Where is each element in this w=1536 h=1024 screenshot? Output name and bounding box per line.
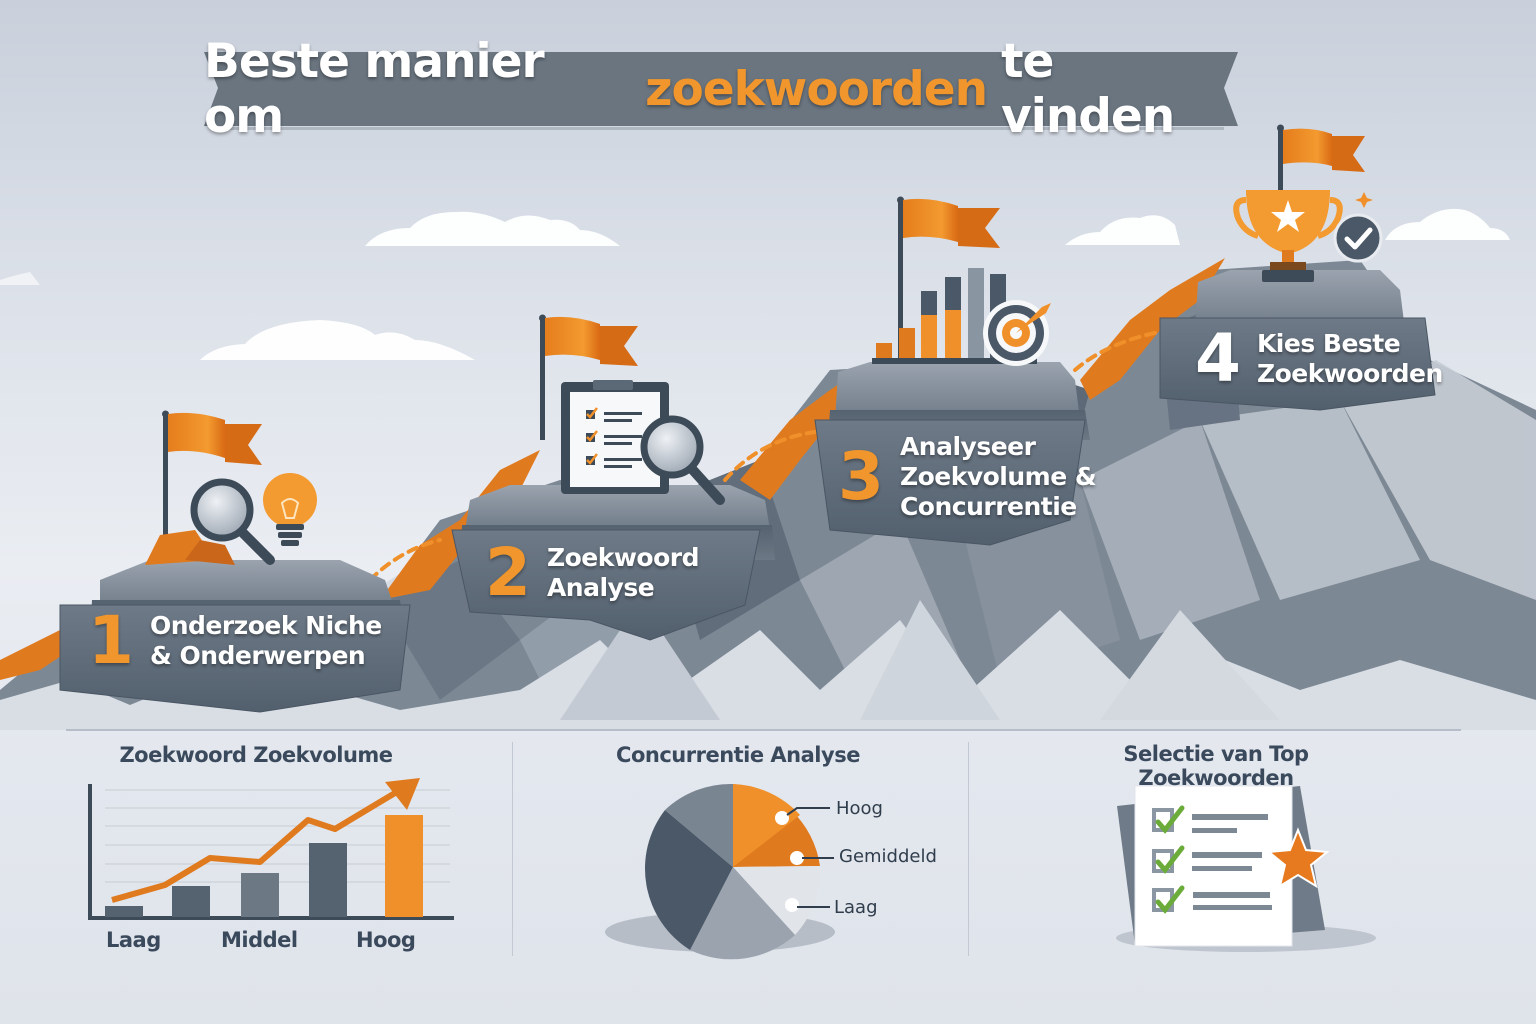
- pie-chart-graphic: [605, 783, 835, 960]
- title-prefix: Beste manier om: [204, 34, 545, 144]
- step1-rock: [59, 560, 411, 713]
- x-label-hoog: Hoog: [356, 928, 416, 952]
- step-4-label: 4 Kies Beste Zoekwoorden: [1195, 326, 1443, 392]
- step-1-label: 1 Onderzoek Niche & Onderwerpen: [88, 608, 382, 674]
- step-3-line1: Analyseer: [899, 432, 1036, 461]
- step-1-line1: Onderzoek Niche: [149, 611, 382, 640]
- step2-rock: [451, 485, 775, 641]
- step-4-number: 4: [1195, 320, 1241, 397]
- step-3-line2: Zoekvolume &: [899, 462, 1097, 491]
- ribbon-shape: [204, 52, 1238, 130]
- title-suffix: te vinden: [1001, 34, 1175, 144]
- step-3-text: Analyseer Zoekvolume & Concurrentie: [899, 432, 1097, 522]
- step-4-line2: Zoekwoorden: [1256, 359, 1443, 388]
- pie-legend-gemiddeld: Gemiddeld: [839, 846, 937, 867]
- step-2-line2: Analyse: [546, 573, 655, 602]
- step-2-number: 2: [485, 534, 531, 611]
- clouds: [0, 208, 1510, 360]
- step4-rock: [1159, 270, 1436, 411]
- x-label-laag: Laag: [106, 928, 161, 952]
- step3-rock: [814, 362, 1090, 546]
- checklist-graphic: [1116, 785, 1376, 952]
- title-highlight: zoekwoorden: [645, 61, 988, 117]
- step-2-line1: Zoekwoord: [546, 543, 700, 572]
- step-1-line2: & Onderwerpen: [149, 641, 366, 670]
- volume-panel-title: Zoekwoord Zoekvolume: [119, 743, 393, 767]
- step-2-text: Zoekwoord Analyse: [546, 543, 700, 603]
- step-1-number: 1: [88, 602, 134, 679]
- x-label-middel: Middel: [221, 928, 298, 952]
- step-3-number: 3: [838, 438, 884, 515]
- title-banner: Beste manier om zoekwoorden te vinden: [204, 34, 1238, 144]
- panel-divider-2: [968, 742, 969, 956]
- volume-chart-graphic: [88, 778, 454, 920]
- step-2-label: 2 Zoekwoord Analyse: [485, 534, 700, 611]
- step-3-line3: Concurrentie: [899, 492, 1077, 521]
- section-divider: [66, 729, 1461, 731]
- competition-panel-title: Concurrentie Analyse: [616, 743, 860, 767]
- step-4-text: Kies Beste Zoekwoorden: [1257, 329, 1443, 389]
- pie-legend-hoog: Hoog: [836, 798, 883, 819]
- selection-panel-title: Selectie van Top Zoekwoorden: [1123, 742, 1309, 790]
- panel-divider-1: [512, 742, 513, 956]
- pie-legend-laag: Laag: [834, 897, 878, 918]
- step-1-text: Onderzoek Niche & Onderwerpen: [150, 611, 382, 671]
- step-3-label: 3 Analyseer Zoekvolume & Concurrentie: [838, 432, 1097, 522]
- step-4-line1: Kies Beste: [1256, 329, 1401, 358]
- page-title: Beste manier om zoekwoorden te vinden: [204, 34, 1238, 144]
